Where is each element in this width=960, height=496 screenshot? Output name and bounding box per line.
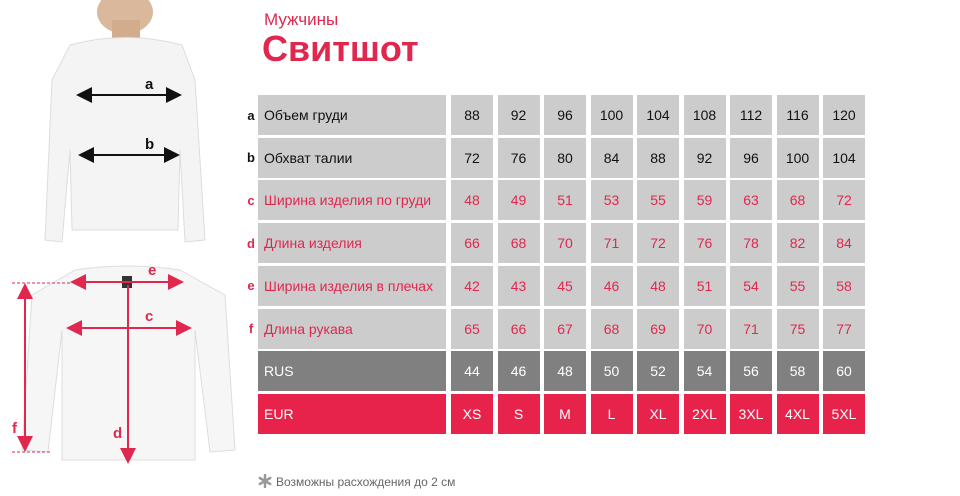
size-cell: 2XL bbox=[683, 393, 726, 434]
value-cell: 116 bbox=[776, 95, 819, 135]
value-cell: 112 bbox=[730, 95, 772, 135]
value-cell: 58 bbox=[823, 265, 865, 306]
row-label: Ширина изделия по груди bbox=[258, 180, 446, 221]
value-cell: 67 bbox=[544, 308, 586, 349]
value-cell: 108 bbox=[683, 95, 726, 135]
value-cell: 59 bbox=[683, 180, 726, 221]
row-letter: d bbox=[247, 235, 255, 251]
size-cell: 60 bbox=[823, 351, 865, 392]
value-cell: 48 bbox=[451, 180, 493, 221]
value-cell: 88 bbox=[451, 95, 493, 135]
row-letter: c bbox=[247, 192, 255, 208]
size-cell: 4XL bbox=[776, 393, 819, 434]
diagram-label: c bbox=[145, 308, 154, 325]
row-letter: e bbox=[247, 278, 255, 294]
value-cell: 96 bbox=[544, 95, 586, 135]
value-cell: 88 bbox=[637, 137, 679, 178]
value-cell: 92 bbox=[497, 95, 540, 135]
row-letter: f bbox=[248, 321, 254, 336]
row-letter: a bbox=[247, 107, 255, 123]
category: Мужчины bbox=[264, 10, 339, 29]
size-cell: XL bbox=[637, 393, 679, 434]
value-cell: 100 bbox=[590, 95, 633, 135]
value-cell: 72 bbox=[637, 223, 679, 264]
row-label: Ширина изделия в плечах bbox=[258, 265, 446, 306]
value-cell: 55 bbox=[776, 265, 819, 306]
size-label: RUS bbox=[258, 351, 446, 392]
value-cell: 69 bbox=[637, 308, 679, 349]
value-cell: 80 bbox=[544, 137, 586, 178]
value-cell: 78 bbox=[730, 223, 772, 264]
value-cell: 63 bbox=[730, 180, 772, 221]
size-cell: 56 bbox=[730, 351, 772, 392]
value-cell: 68 bbox=[590, 308, 633, 349]
value-cell: 84 bbox=[590, 137, 633, 178]
size-cell: L bbox=[590, 393, 633, 434]
value-cell: 72 bbox=[451, 137, 493, 178]
value-cell: 76 bbox=[497, 137, 540, 178]
value-cell: 100 bbox=[776, 137, 819, 178]
row-label: Объем груди bbox=[258, 95, 446, 135]
value-cell: 48 bbox=[637, 265, 679, 306]
size-cell: 52 bbox=[637, 351, 679, 392]
value-cell: 71 bbox=[730, 308, 772, 349]
size-cell: 58 bbox=[776, 351, 819, 392]
value-cell: 46 bbox=[590, 265, 633, 306]
value-cell: 104 bbox=[823, 137, 865, 178]
value-cell: 72 bbox=[823, 180, 865, 221]
size-cell: 3XL bbox=[730, 393, 772, 434]
size-cell: 5XL bbox=[823, 393, 865, 434]
value-cell: 66 bbox=[497, 308, 540, 349]
row-label: Длина изделия bbox=[258, 223, 446, 264]
value-cell: 68 bbox=[776, 180, 819, 221]
row-letter: b bbox=[247, 150, 255, 166]
value-cell: 84 bbox=[823, 223, 865, 264]
value-cell: 68 bbox=[497, 223, 540, 264]
value-cell: 92 bbox=[683, 137, 726, 178]
size-cell: M bbox=[544, 393, 586, 434]
value-cell: 65 bbox=[451, 308, 493, 349]
value-cell: 42 bbox=[451, 265, 493, 306]
row-label: Длина рукава bbox=[258, 308, 446, 349]
size-cell: 54 bbox=[683, 351, 726, 392]
value-cell: 66 bbox=[451, 223, 493, 264]
footnote: Возможны расхождения до 2 см bbox=[276, 475, 456, 489]
value-cell: 43 bbox=[497, 265, 540, 306]
illustration bbox=[12, 0, 236, 464]
asterisk-icon bbox=[258, 474, 272, 488]
value-cell: 70 bbox=[683, 308, 726, 349]
value-cell: 75 bbox=[776, 308, 819, 349]
value-cell: 71 bbox=[590, 223, 633, 264]
diagram-label: a bbox=[145, 76, 154, 93]
diagram-label: b bbox=[145, 136, 155, 153]
value-cell: 45 bbox=[544, 265, 586, 306]
value-cell: 82 bbox=[776, 223, 819, 264]
size-cell: XS bbox=[451, 393, 493, 434]
size-cell: 46 bbox=[497, 351, 540, 392]
size-label: EUR bbox=[258, 393, 446, 434]
value-cell: 49 bbox=[497, 180, 540, 221]
value-cell: 104 bbox=[637, 95, 679, 135]
size-cell: 44 bbox=[451, 351, 493, 392]
size-cell: S bbox=[497, 393, 540, 434]
value-cell: 51 bbox=[683, 265, 726, 306]
title: Свитшот bbox=[262, 28, 419, 69]
diagram-label: d bbox=[113, 425, 123, 442]
size-cell: 50 bbox=[590, 351, 633, 392]
size-cell: 48 bbox=[544, 351, 586, 392]
value-cell: 76 bbox=[683, 223, 726, 264]
row-label: Обхват талии bbox=[258, 137, 446, 178]
value-cell: 70 bbox=[544, 223, 586, 264]
value-cell: 77 bbox=[823, 308, 865, 349]
value-cell: 53 bbox=[590, 180, 633, 221]
value-cell: 96 bbox=[730, 137, 772, 178]
value-cell: 55 bbox=[637, 180, 679, 221]
value-cell: 54 bbox=[730, 265, 772, 306]
value-cell: 120 bbox=[823, 95, 865, 135]
diagram-label: e bbox=[148, 262, 157, 279]
diagram-label: f bbox=[12, 420, 17, 437]
value-cell: 51 bbox=[544, 180, 586, 221]
